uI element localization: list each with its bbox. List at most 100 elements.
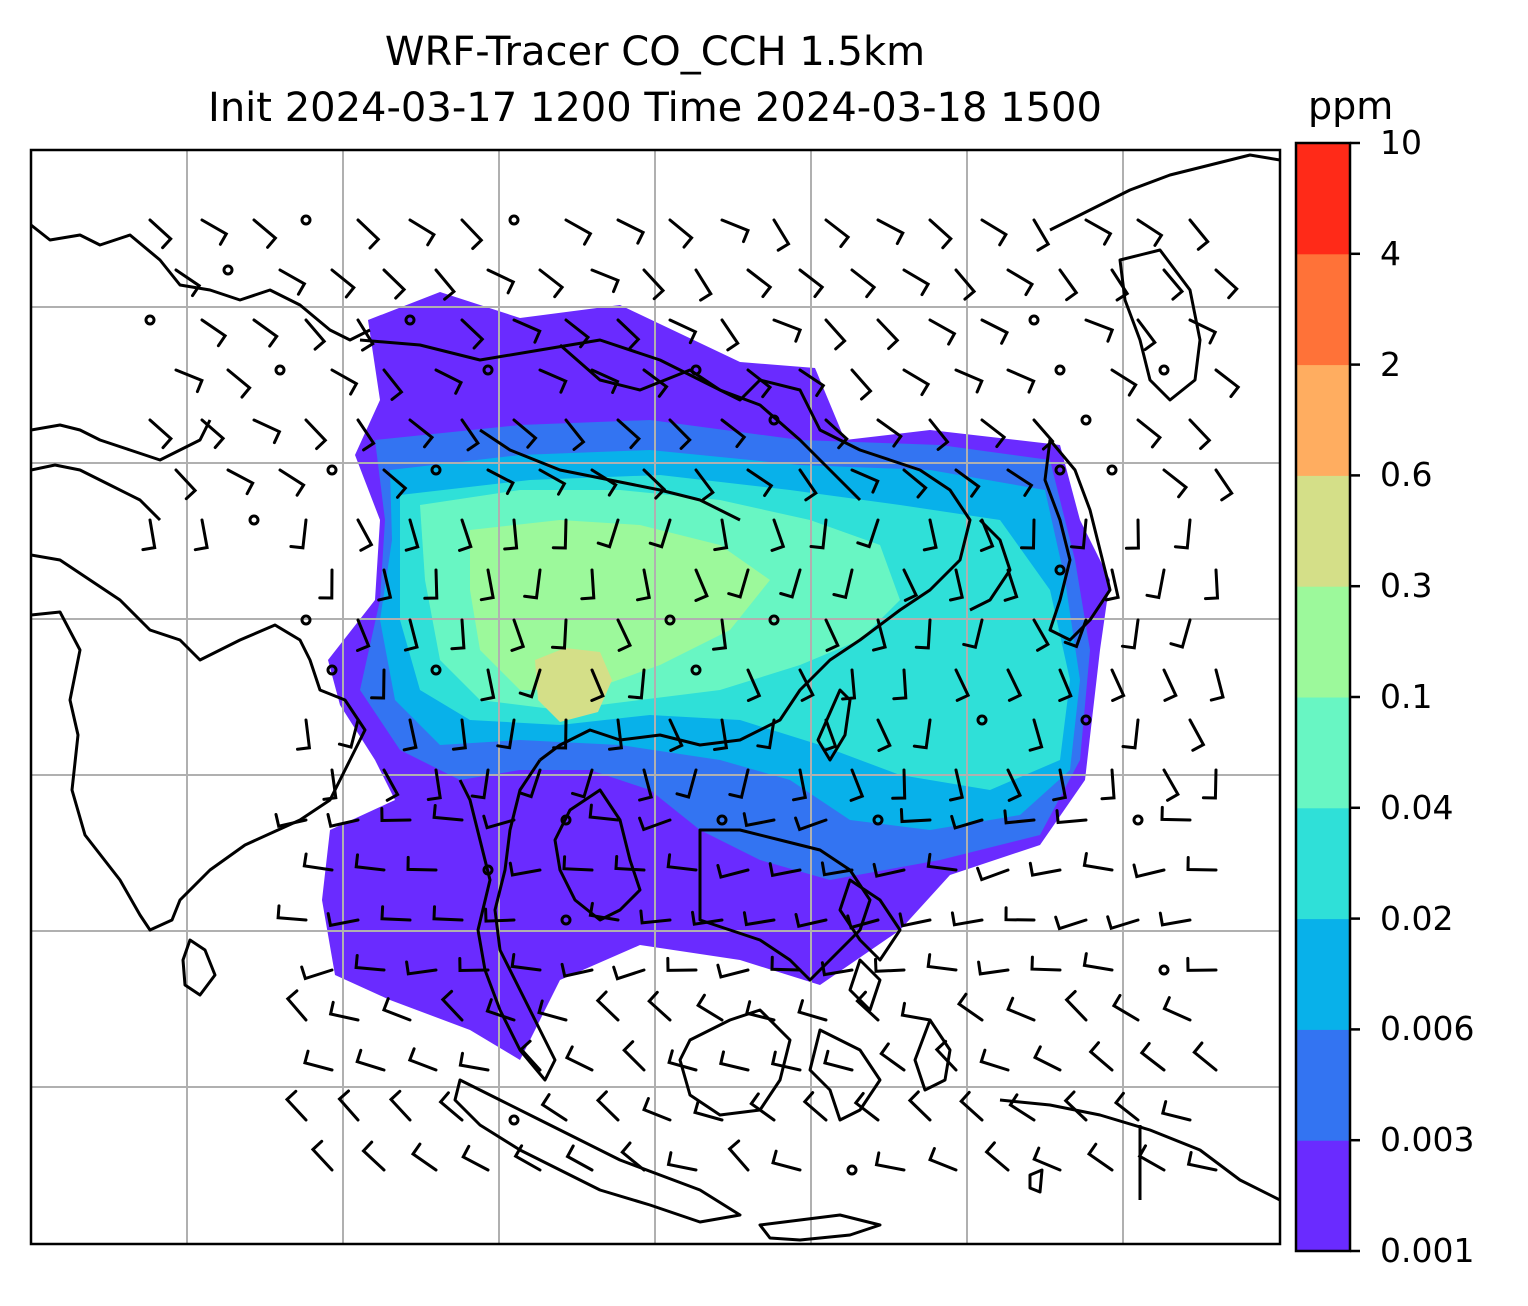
wind-barb <box>876 718 892 752</box>
wind-barb <box>508 861 542 877</box>
wind-barb <box>720 318 740 352</box>
wind-barb <box>642 468 667 500</box>
wind-barb <box>148 418 174 450</box>
wind-barb <box>608 718 624 751</box>
colorbar-tick-label: 0.02 <box>1380 898 1454 938</box>
wind-barb <box>770 518 786 552</box>
wind-barb <box>980 418 1007 449</box>
wind-barb <box>1106 915 1140 931</box>
wind-barb <box>402 718 418 752</box>
wind-barb <box>872 618 887 652</box>
calm-wind-marker <box>846 1164 858 1176</box>
wind-barb <box>252 218 278 249</box>
wind-barb <box>595 1090 620 1122</box>
wind-barb <box>802 1091 828 1122</box>
wind-barb <box>1186 856 1218 872</box>
wind-barb <box>900 1001 932 1022</box>
wind-barb <box>381 997 412 1022</box>
wind-barb <box>174 268 202 298</box>
wind-barb <box>1110 368 1138 397</box>
wind-barb <box>1063 618 1088 649</box>
wind-barb <box>638 816 672 832</box>
co-tracer-plume <box>322 292 1110 1060</box>
wind-barb <box>330 368 359 396</box>
wind-barb <box>720 218 750 244</box>
wind-barb <box>668 418 692 450</box>
wind-barb <box>432 905 464 922</box>
calm-wind-marker <box>976 714 988 726</box>
wind-barb <box>912 718 932 750</box>
wind-barb <box>809 518 828 550</box>
colorbar-segment <box>1296 1140 1350 1252</box>
wind-barb <box>1084 318 1115 343</box>
wind-barb <box>565 1144 594 1172</box>
wind-barb <box>914 618 932 650</box>
calm-wind-marker <box>1080 414 1092 426</box>
wind-barb <box>518 768 542 799</box>
wind-barb <box>1104 568 1120 602</box>
wind-barb <box>1032 218 1051 252</box>
colorbar-tick-label: 4 <box>1380 233 1401 273</box>
wind-barb <box>479 568 495 602</box>
wind-barb <box>853 1091 880 1122</box>
wind-barb <box>1136 418 1163 449</box>
wind-barb <box>693 1099 724 1122</box>
wind-barb <box>1082 952 1114 972</box>
wind-barb <box>1173 518 1192 550</box>
wind-barb <box>666 1151 698 1172</box>
wind-barb <box>675 768 698 799</box>
wind-barb <box>482 814 516 830</box>
wind-barb <box>798 468 818 502</box>
wind-barb <box>458 1051 490 1072</box>
wind-barb <box>356 618 371 652</box>
colorbar-segment <box>1296 253 1350 366</box>
wind-barb <box>668 318 698 345</box>
wind-barb <box>1192 1041 1218 1072</box>
wind-barb <box>380 905 412 922</box>
wind-barb <box>949 768 964 802</box>
colorbar-tick-label: 0.006 <box>1380 1009 1475 1049</box>
wind-barb <box>820 961 854 977</box>
wind-barb <box>694 468 715 502</box>
wind-barb <box>496 718 516 750</box>
wind-barb <box>954 668 971 702</box>
calm-wind-marker <box>430 464 442 476</box>
wind-barb <box>480 668 496 702</box>
wind-barb <box>571 768 594 799</box>
wind-barb <box>289 518 308 550</box>
wind-barb <box>742 911 776 927</box>
wind-barb <box>337 1089 360 1122</box>
calm-wind-marker <box>1106 464 1118 476</box>
wind-barb <box>1162 268 1185 301</box>
wind-barb <box>193 518 209 552</box>
wind-barb <box>1158 911 1192 927</box>
wind-barb <box>1030 955 1062 972</box>
wind-barb <box>510 618 526 652</box>
wind-barb <box>876 218 905 246</box>
wind-barb <box>560 962 594 978</box>
wind-barb <box>1032 1146 1062 1172</box>
calm-wind-marker <box>768 614 780 626</box>
wind-barb <box>513 1144 542 1172</box>
wind-barb <box>976 866 1010 882</box>
wind-barb <box>980 218 1008 247</box>
calm-wind-marker <box>1054 464 1066 476</box>
wind-barb <box>794 913 828 928</box>
wind-barb <box>1121 718 1140 750</box>
colorbar-segment <box>1296 1029 1350 1141</box>
wind-barb <box>648 518 672 549</box>
wind-barb <box>588 803 620 822</box>
wind-barb <box>1209 668 1225 702</box>
wind-barb <box>898 912 932 928</box>
wind-barb <box>1032 618 1050 652</box>
wind-barb <box>716 963 750 979</box>
wind-barb <box>928 218 953 250</box>
wind-barb <box>691 910 724 926</box>
calm-wind-marker <box>872 814 884 826</box>
wind-barb <box>1006 668 1023 702</box>
wind-barb <box>1162 668 1178 702</box>
wind-barb <box>713 718 729 751</box>
wind-barb <box>832 568 854 600</box>
wind-barb <box>512 418 538 449</box>
calm-wind-marker <box>482 864 494 876</box>
